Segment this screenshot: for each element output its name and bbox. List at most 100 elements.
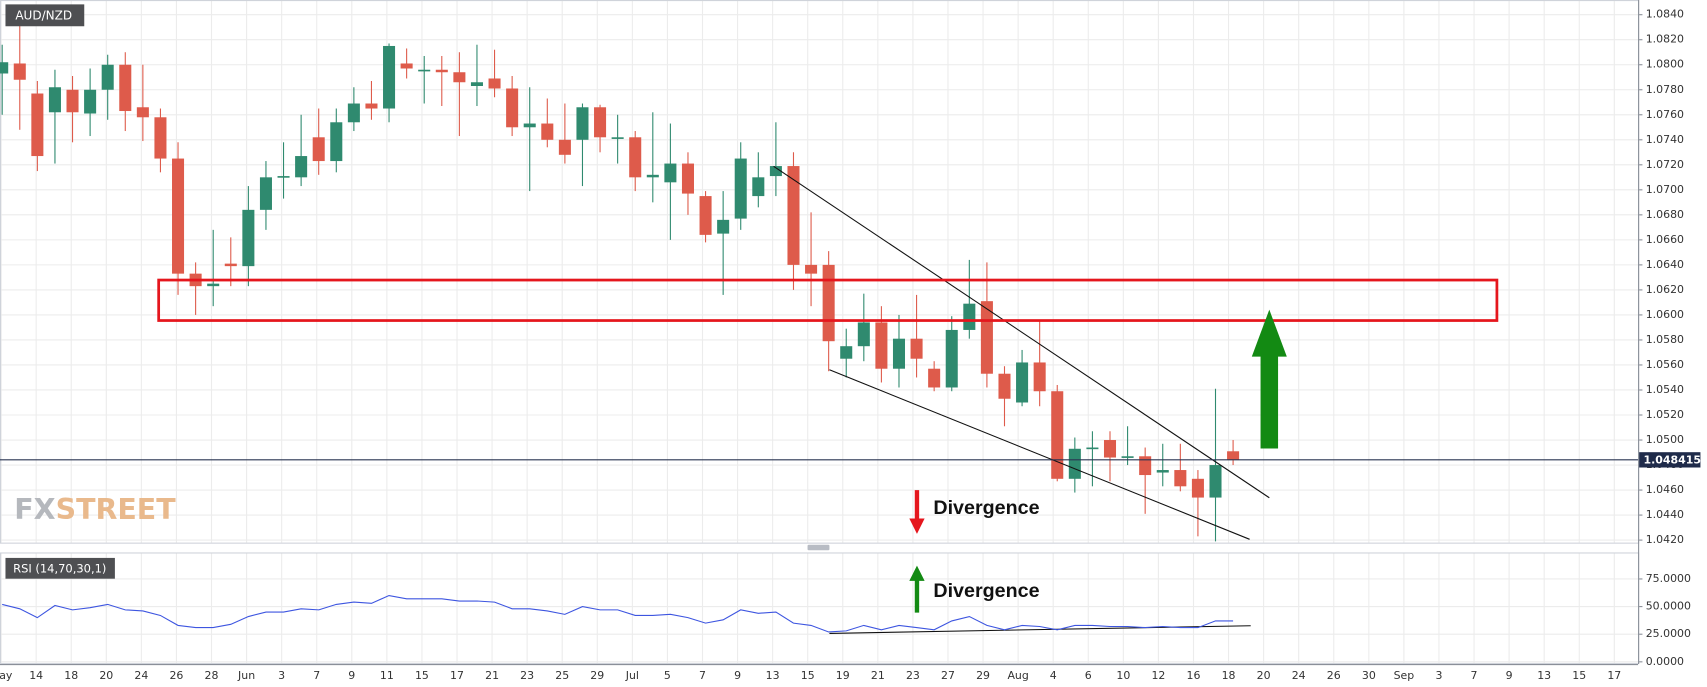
- x-tick-label: 26: [169, 669, 183, 682]
- candle-body: [541, 123, 554, 140]
- candle-body: [330, 122, 343, 162]
- candle-body: [1068, 448, 1081, 479]
- x-tick-label: 19: [836, 669, 850, 682]
- x-tick-label: 7: [699, 669, 706, 682]
- x-tick-label: Aug: [1007, 669, 1028, 682]
- y-tick-label: 1.0840: [1646, 8, 1684, 21]
- x-tick-label: 3: [278, 669, 285, 682]
- candle-body: [594, 107, 607, 138]
- x-tick-label: 24: [134, 669, 148, 682]
- x-tick-label: 30: [1362, 669, 1376, 682]
- overlay: 1.048415: [0, 452, 1701, 633]
- candle-body: [558, 139, 571, 155]
- logo: FXSTREET: [14, 493, 176, 526]
- candle-body: [1139, 456, 1152, 476]
- x-tick-label: 26: [1327, 669, 1341, 682]
- candle-body: [365, 103, 378, 109]
- x-tick-label: 23: [906, 669, 920, 682]
- x-tick-label: 24: [1292, 669, 1306, 682]
- chart-title: AUD/NZD: [15, 8, 72, 22]
- y-tick-label: 1.0460: [1646, 483, 1684, 496]
- candle-body: [857, 322, 870, 347]
- title-box: [5, 4, 85, 27]
- x-tick-label: 21: [871, 669, 885, 682]
- y-tick-label: 25.0000: [1646, 627, 1691, 640]
- candle-body: [646, 174, 659, 178]
- candle-body: [840, 346, 853, 359]
- resistance-trendline: [773, 165, 1270, 499]
- down-arrow: [909, 490, 925, 534]
- y-tick-label: 75.0000: [1646, 572, 1691, 585]
- x-tick-label: 18: [1222, 669, 1236, 682]
- candle-body: [681, 163, 694, 194]
- x-tick-label: 16: [1187, 669, 1201, 682]
- x-tick-label: 9: [734, 669, 741, 682]
- candle-body: [172, 158, 185, 274]
- candle-body: [84, 89, 97, 114]
- y-tick-label: 1.0660: [1646, 233, 1684, 246]
- y-tick-label: 1.0820: [1646, 33, 1684, 46]
- candle-body: [787, 166, 800, 265]
- x-tick-label: 17: [450, 669, 464, 682]
- x-tick-label: 29: [590, 669, 604, 682]
- candle-body: [963, 303, 976, 330]
- candle-body: [488, 78, 501, 89]
- candle-body: [1174, 470, 1187, 487]
- candle-body: [875, 322, 888, 369]
- panel-resize-handle[interactable]: [807, 544, 830, 551]
- x-tick-label: 15: [415, 669, 429, 682]
- candle-body: [805, 264, 818, 274]
- candle-body: [1051, 391, 1064, 479]
- y-tick-label: 1.0700: [1646, 183, 1684, 196]
- x-tick-label: 3: [1435, 669, 1442, 682]
- candle-body: [1227, 451, 1240, 461]
- candle-body: [752, 177, 765, 197]
- x-tick-label: 5: [664, 669, 671, 682]
- x-tick-label: Sep: [1394, 669, 1415, 682]
- candle-body: [506, 88, 519, 128]
- candle-body: [1103, 440, 1117, 458]
- y-tick-label: 1.0420: [1646, 533, 1684, 546]
- candle-body: [717, 219, 730, 234]
- x-tick-label: 29: [976, 669, 990, 682]
- candle-body: [734, 158, 747, 219]
- y-tick-label: 1.0540: [1646, 383, 1684, 396]
- candle-body: [0, 62, 9, 74]
- candle-body: [822, 264, 835, 342]
- x-tick-label: 15: [1572, 669, 1586, 682]
- candle-body: [1209, 465, 1222, 498]
- x-tick-label: 4: [1050, 669, 1057, 682]
- y-tick-label: 1.0800: [1646, 58, 1684, 71]
- candle-body: [892, 338, 906, 369]
- candle-body: [611, 137, 624, 139]
- candle-body: [66, 89, 79, 113]
- candle-body: [295, 156, 308, 178]
- candle-body: [1033, 362, 1046, 392]
- candle-body: [242, 209, 255, 267]
- x-tick-label: 13: [766, 669, 780, 682]
- y-tick-label: 1.0640: [1646, 258, 1684, 271]
- candle-body: [383, 45, 396, 109]
- candle-body: [207, 283, 220, 287]
- candle-body: [1121, 456, 1134, 458]
- logo-suffix: STREET: [56, 493, 177, 526]
- support-trendline: [829, 369, 1250, 540]
- y-tick-label: 1.0760: [1646, 108, 1684, 121]
- candle-body: [1086, 447, 1099, 450]
- candle-body: [136, 107, 149, 118]
- y-tick-label: 1.0780: [1646, 83, 1684, 96]
- candle-body: [576, 107, 589, 140]
- y-tick-label: 1.0620: [1646, 283, 1684, 296]
- y-tick-label: 50.0000: [1646, 600, 1691, 613]
- candle-body: [1156, 470, 1169, 473]
- annotation: Divergence: [933, 580, 1039, 602]
- x-tick-label: 15: [801, 669, 815, 682]
- up-arrow-small: [909, 565, 925, 613]
- x-tick-label: 20: [99, 669, 113, 682]
- x-tick-label: 18: [64, 669, 78, 682]
- candle-body: [470, 82, 483, 87]
- x-tick-label: Jul: [625, 669, 639, 682]
